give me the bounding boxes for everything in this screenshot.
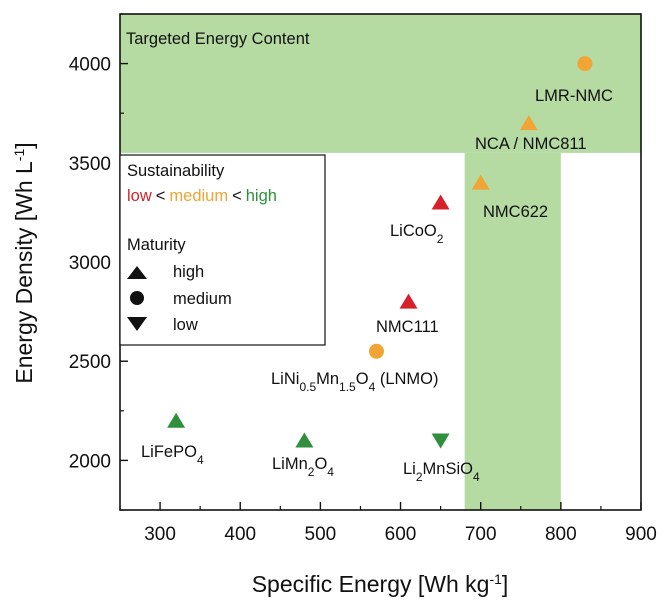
label-nca-nmc811: NCA / NMC811 [475, 135, 587, 153]
point-limn2o4 [295, 432, 314, 448]
x-tick-label: 500 [305, 524, 337, 545]
point-nca-nmc811 [519, 115, 538, 131]
x-tick-label: 900 [625, 524, 657, 545]
y-tick-label: 2500 [69, 352, 111, 373]
label-lmr-nmc: LMR-NMC [535, 87, 613, 105]
point-nmc622 [471, 174, 490, 190]
point-lini0-5mn1-5o4-lnmo [368, 343, 384, 359]
label-lnmo: LiNi0.5Mn1.5O4 (LNMO) [271, 370, 439, 394]
x-tick-label: 700 [465, 524, 497, 545]
legend-low: low [127, 187, 152, 205]
x-tick-label: 300 [144, 524, 176, 545]
legend-maturity-low: low [173, 316, 198, 334]
legend-triangle-down-icon [127, 317, 147, 331]
legend-box [119, 154, 326, 346]
x-axis-ticks: 300 400 500 600 700 800 900 [119, 502, 657, 545]
point-lifepo4 [167, 412, 186, 428]
legend-maturity-medium: medium [173, 290, 232, 308]
y-tick-label: 2000 [69, 451, 111, 472]
target-region-vertical-band [464, 152, 561, 510]
legend-circle-icon [130, 291, 144, 305]
legend-maturity-high: high [173, 263, 204, 281]
y-tick-label: 3500 [69, 154, 111, 175]
data-points [167, 56, 593, 449]
label-nmc111: NMC111 [376, 318, 439, 336]
x-tick-label: 600 [385, 524, 417, 545]
legend: Sustainability low < medium < high Maturity … [119, 154, 326, 346]
target-region-horizontal-band [120, 14, 641, 153]
point-nmc111 [399, 293, 418, 309]
y-axis-title: Energy Density [Wh L-1] [11, 142, 37, 383]
legend-high: high [246, 187, 277, 205]
point-licoo2 [431, 194, 450, 210]
legend-medium: medium [169, 187, 228, 205]
point-li2mnsio4 [431, 433, 450, 449]
legend-maturity-title: Maturity [127, 236, 186, 254]
legend-separator-2: < [232, 187, 242, 205]
y-tick-label: 4000 [69, 55, 111, 76]
label-lifepo4: LiFePO4 [141, 443, 204, 467]
y-axis-ticks: 2000 2500 3000 3500 4000 [69, 13, 128, 511]
target-region-label: Targeted Energy Content [126, 30, 310, 48]
x-axis-title: Specific Energy [Wh kg-1] [252, 571, 509, 597]
y-tick-label: 3000 [69, 253, 111, 274]
legend-sustainability-scale: low < medium < high [127, 187, 277, 205]
label-limn2o4: LiMn2O4 [272, 455, 334, 479]
legend-sustainability-title: Sustainability [127, 162, 225, 180]
label-nmc622: NMC622 [483, 203, 548, 221]
x-tick-label: 400 [224, 524, 256, 545]
x-tick-label: 800 [545, 524, 577, 545]
legend-triangle-up-icon [127, 266, 147, 279]
point-lmr-nmc [577, 56, 593, 72]
legend-separator-1: < [156, 187, 166, 205]
label-licoo2: LiCoO2 [390, 222, 444, 246]
